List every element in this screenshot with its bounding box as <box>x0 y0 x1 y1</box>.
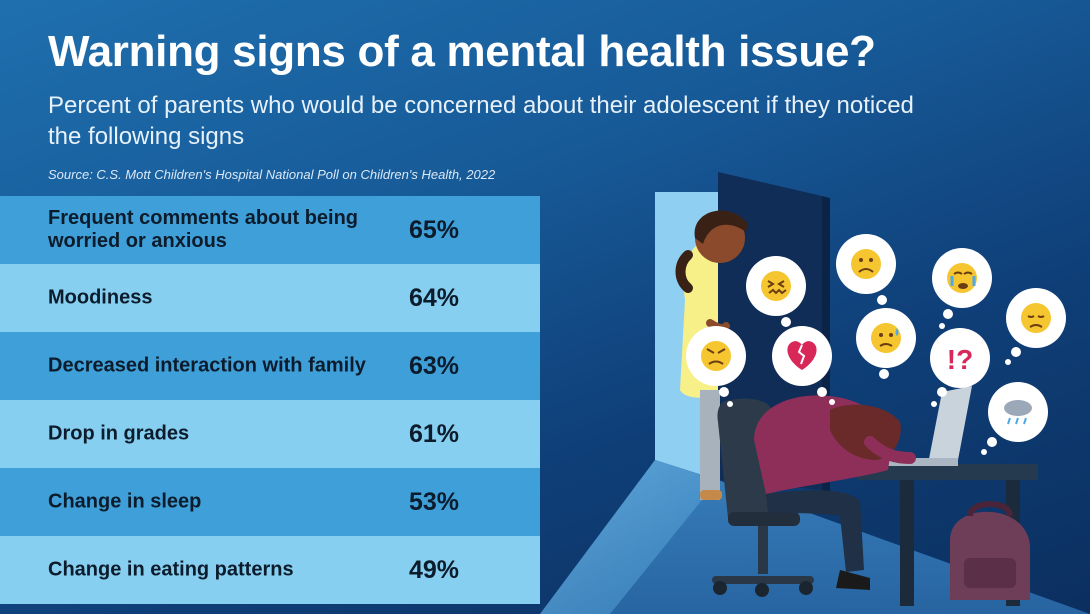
sign-label: Drop in grades <box>48 422 190 445</box>
broken-heart-icon <box>772 326 835 405</box>
sad-face-icon <box>1005 288 1066 365</box>
teen-figure <box>754 395 916 590</box>
angry-face-icon <box>686 326 746 407</box>
percent-value: 64% <box>408 284 460 312</box>
exclamation-question-icon: !? <box>930 328 990 407</box>
page-subtitle: Percent of parents who would be concerne… <box>48 92 914 150</box>
warning-signs-table: Frequent comments about being worried or… <box>0 196 540 614</box>
rain-cloud-icon <box>981 382 1048 455</box>
table-row: Drop in grades 61% <box>0 400 540 468</box>
confounded-face-icon <box>746 256 806 337</box>
percent-value: 63% <box>408 352 460 380</box>
sign-label: Change in eating patterns <box>48 558 294 581</box>
table-row: Frequent comments about being worried or… <box>0 196 540 264</box>
sign-label: Decreased interaction with family <box>48 354 366 377</box>
page-title: Warning signs of a mental health issue? <box>48 27 876 76</box>
worried-sweat-face-icon <box>856 308 916 379</box>
sign-label: Frequent comments about being worried or… <box>48 207 359 252</box>
crying-face-icon <box>932 248 992 329</box>
sign-label: Change in sleep <box>48 490 202 513</box>
backpack <box>950 501 1030 600</box>
teen-at-desk-illustration: !? <box>540 172 1090 614</box>
percent-value: 65% <box>408 216 460 244</box>
thought-bubbles: !? <box>686 234 1066 455</box>
table-row: Decreased interaction with family 63% <box>0 332 540 400</box>
source-note: Source: C.S. Mott Children's Hospital Na… <box>48 167 496 182</box>
sign-label: Moodiness <box>48 286 153 309</box>
frowning-face-icon <box>836 234 896 315</box>
percent-value: 49% <box>408 556 460 584</box>
svg-text:!?: !? <box>947 344 973 375</box>
table-row: Moodiness 64% <box>0 264 540 332</box>
table-row: Change in sleep 53% <box>0 468 540 536</box>
percent-value: 53% <box>408 488 460 516</box>
table-row: Change in eating patterns 49% <box>0 536 540 604</box>
percent-value: 61% <box>408 420 460 448</box>
